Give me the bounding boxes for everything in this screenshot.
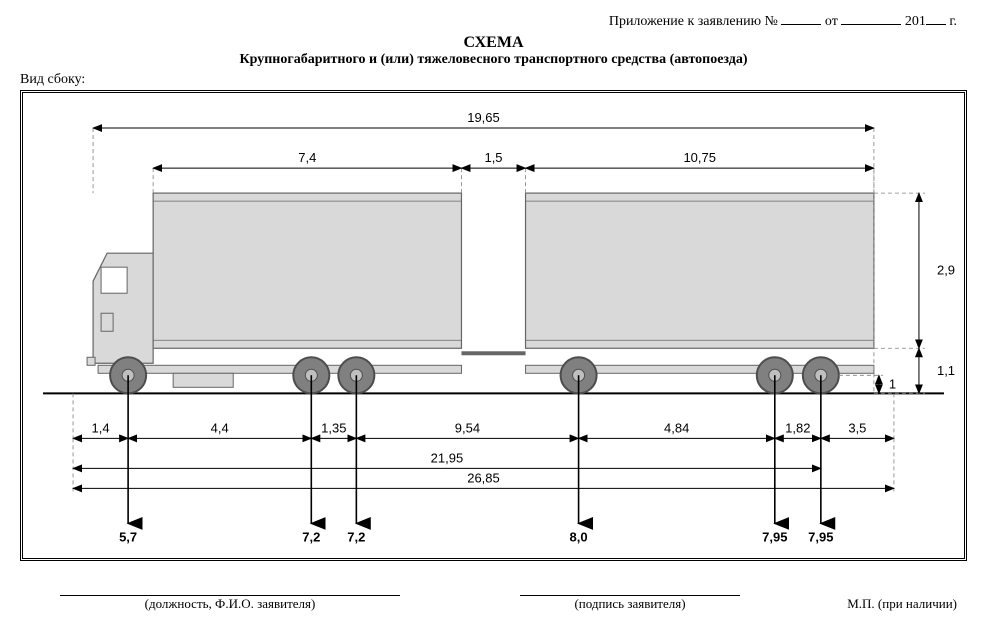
header-year-suffix: г. <box>949 14 957 29</box>
svg-text:1,4: 1,4 <box>92 420 110 435</box>
stamp-label: М.П. (при наличии) <box>847 596 957 612</box>
svg-text:5,7: 5,7 <box>119 529 137 544</box>
sig-label-signature: (подпись заявителя) <box>520 596 740 612</box>
blank-year <box>926 10 946 25</box>
diagram-frame: 19,65 7,4 1,5 10,75 2,9 1,1 1 1,4 4,4 1,35 9,54 4,8… <box>20 90 967 561</box>
svg-text:4,84: 4,84 <box>664 420 689 435</box>
svg-text:1,35: 1,35 <box>321 420 346 435</box>
svg-text:7,4: 7,4 <box>298 150 316 165</box>
svg-text:1: 1 <box>889 376 896 391</box>
footer: (должность, Ф.И.О. заявителя) (подпись з… <box>20 581 967 612</box>
title-main: СХЕМА <box>10 34 977 52</box>
svg-text:7,2: 7,2 <box>347 529 365 544</box>
sig-label-position: (должность, Ф.И.О. заявителя) <box>60 596 400 612</box>
title-sub: Крупногабаритного и (или) тяжеловесного … <box>10 52 977 68</box>
svg-text:4,4: 4,4 <box>211 420 229 435</box>
sig-line-2 <box>520 581 740 596</box>
svg-text:19,65: 19,65 <box>467 110 500 125</box>
svg-text:7,95: 7,95 <box>762 529 787 544</box>
svg-text:9,54: 9,54 <box>455 420 480 435</box>
svg-text:3,5: 3,5 <box>848 420 866 435</box>
form-header: Приложение к заявлению № от 201 г. <box>10 10 977 30</box>
svg-text:10,75: 10,75 <box>683 150 716 165</box>
svg-text:26,85: 26,85 <box>467 470 500 485</box>
svg-text:2,9: 2,9 <box>937 263 955 278</box>
signature-sign: (подпись заявителя) <box>520 581 740 612</box>
svg-text:7,95: 7,95 <box>808 529 833 544</box>
svg-text:21,95: 21,95 <box>431 450 464 465</box>
header-text: Приложение к заявлению № <box>609 14 778 29</box>
sig-line-1 <box>60 581 400 596</box>
truck-diagram: 19,65 7,4 1,5 10,75 2,9 1,1 1 1,4 4,4 1,35 9,54 4,8… <box>23 93 964 553</box>
signature-position: (должность, Ф.И.О. заявителя) <box>60 581 400 612</box>
svg-text:1,1: 1,1 <box>937 363 955 378</box>
blank-date <box>841 10 901 25</box>
svg-text:8,0: 8,0 <box>570 529 588 544</box>
side-view-label: Вид сбоку: <box>20 72 977 88</box>
svg-text:1,82: 1,82 <box>785 420 810 435</box>
blank-number <box>781 10 821 25</box>
header-year-prefix: 201 <box>905 14 926 29</box>
header-ot: от <box>825 14 838 29</box>
svg-text:1,5: 1,5 <box>484 150 502 165</box>
svg-text:7,2: 7,2 <box>302 529 320 544</box>
